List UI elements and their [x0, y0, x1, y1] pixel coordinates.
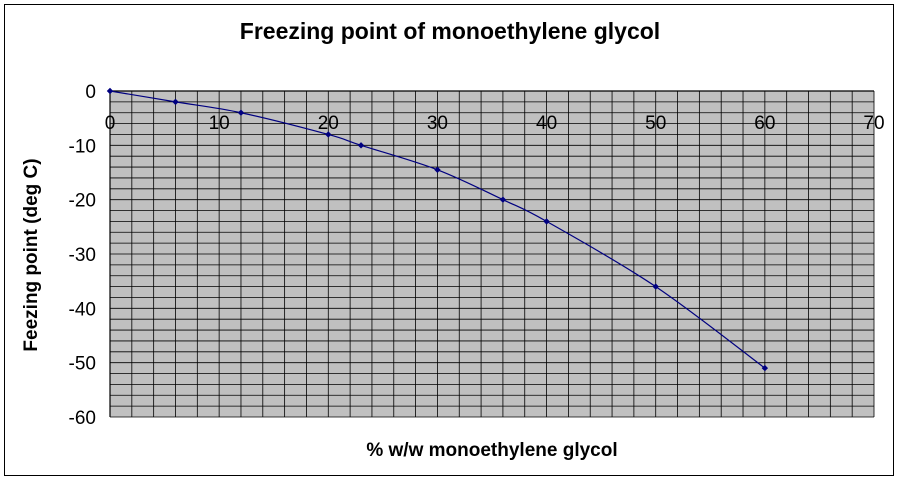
- x-axis-label: % w/w monoethylene glycol: [366, 440, 618, 461]
- y-tick-label: -30: [69, 245, 96, 266]
- y-tick-label: -10: [69, 136, 96, 157]
- y-tick-label: 0: [85, 82, 96, 103]
- data-point-marker: [543, 218, 550, 225]
- x-tick-label: 50: [645, 113, 666, 134]
- data-point-marker: [761, 364, 769, 372]
- data-point-marker: [434, 166, 441, 173]
- data-point-marker: [237, 109, 245, 116]
- x-tick-label: 10: [209, 113, 230, 134]
- x-tick-label: 40: [536, 113, 557, 134]
- data-point-marker: [106, 87, 114, 95]
- y-tick-label: -60: [69, 408, 96, 429]
- chart-title: Freezing point of monoethylene glycol: [239, 18, 661, 44]
- x-tick-label: 0: [105, 113, 116, 134]
- series-line: [109, 90, 766, 369]
- x-tick-label: 30: [427, 113, 448, 134]
- y-tick-label: -50: [69, 354, 96, 375]
- data-point-marker: [172, 98, 179, 106]
- y-tick-label: -40: [69, 299, 96, 320]
- data-point-marker: [652, 283, 659, 290]
- data-point-marker: [357, 142, 365, 149]
- data-point-marker: [325, 131, 332, 138]
- data-point-marker: [499, 196, 507, 203]
- x-tick-label: 70: [863, 113, 884, 134]
- y-tick-label: -20: [69, 191, 96, 212]
- x-tick-label: 20: [318, 113, 339, 134]
- x-tick-label: 60: [754, 113, 775, 134]
